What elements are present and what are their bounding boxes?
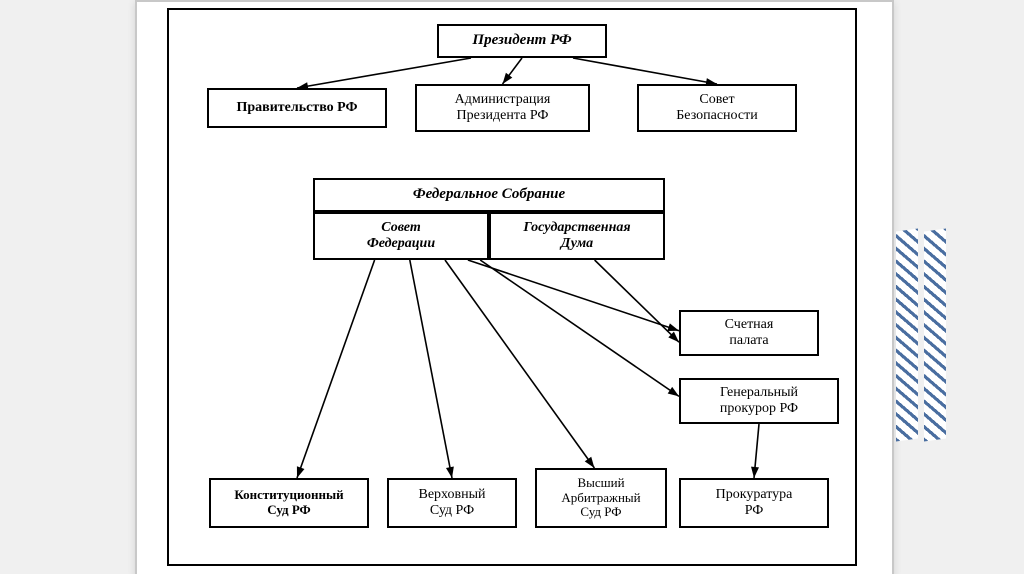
node-genprosecutor: Генеральный прокурор РФ (679, 378, 839, 424)
node-supremecourt: Верховный Суд РФ (387, 478, 517, 528)
node-arbitration: Высший Арбитражный Суд РФ (535, 468, 667, 528)
diagram-frame: Президент РФ Правительство РФ Администраци… (167, 8, 857, 566)
node-prosecution: Прокуратура РФ (679, 478, 829, 528)
node-administration: Администрация Президента РФ (415, 84, 590, 132)
edge-fedcouncil-supremecourt (410, 260, 452, 478)
node-label: Совет Федерации (367, 220, 435, 252)
node-label: Конституционный Суд РФ (234, 488, 343, 518)
node-label: Правительство РФ (236, 100, 357, 116)
arrowhead (297, 466, 305, 478)
arrowhead (668, 387, 679, 397)
edge-fedcouncil-arbitration (445, 260, 594, 468)
node-fedassembly: Федеральное Собрание (313, 178, 665, 212)
node-label: Федеральное Собрание (413, 186, 565, 203)
edge-fedcouncil-auditchamber (468, 260, 679, 331)
node-label: Президент РФ (472, 32, 571, 49)
node-label: Счетная палата (725, 317, 774, 349)
arrowhead (446, 466, 454, 478)
edge-fedcouncil-genprosecutor (480, 260, 679, 396)
edge-president-administration (503, 58, 523, 84)
node-fedcouncil: Совет Федерации (313, 212, 489, 260)
arrowhead (751, 467, 759, 478)
decor-hatch-1 (924, 228, 946, 441)
node-president: Президент РФ (437, 24, 607, 58)
node-label: Прокуратура РФ (716, 487, 793, 519)
edge-fedcouncil-constcourt (297, 260, 375, 478)
decor-hatch-0 (896, 228, 918, 441)
node-government: Правительство РФ (207, 88, 387, 128)
node-label: Высший Арбитражный Суд РФ (561, 476, 640, 521)
node-label: Государственная Дума (523, 220, 630, 252)
arrowhead (585, 457, 595, 468)
slide-stage: Президент РФ Правительство РФ Администраци… (0, 0, 1024, 574)
arrowhead (667, 323, 679, 331)
node-constcourt: Конституционный Суд РФ (209, 478, 369, 528)
arrowhead (668, 332, 679, 343)
edge-president-secouncil (573, 58, 717, 84)
node-label: Генеральный прокурор РФ (720, 385, 798, 417)
node-duma: Государственная Дума (489, 212, 665, 260)
edge-duma-auditchamber (595, 260, 679, 342)
edge-genprosecutor-prosecution (754, 424, 759, 478)
node-label: Администрация Президента РФ (455, 92, 551, 124)
paper-sheet: Президент РФ Правительство РФ Администраци… (135, 0, 894, 574)
node-label: Совет Безопасности (676, 92, 757, 124)
arrowhead (503, 73, 513, 84)
node-auditchamber: Счетная палата (679, 310, 819, 356)
node-secouncil: Совет Безопасности (637, 84, 797, 132)
node-label: Верховный Суд РФ (418, 487, 485, 519)
